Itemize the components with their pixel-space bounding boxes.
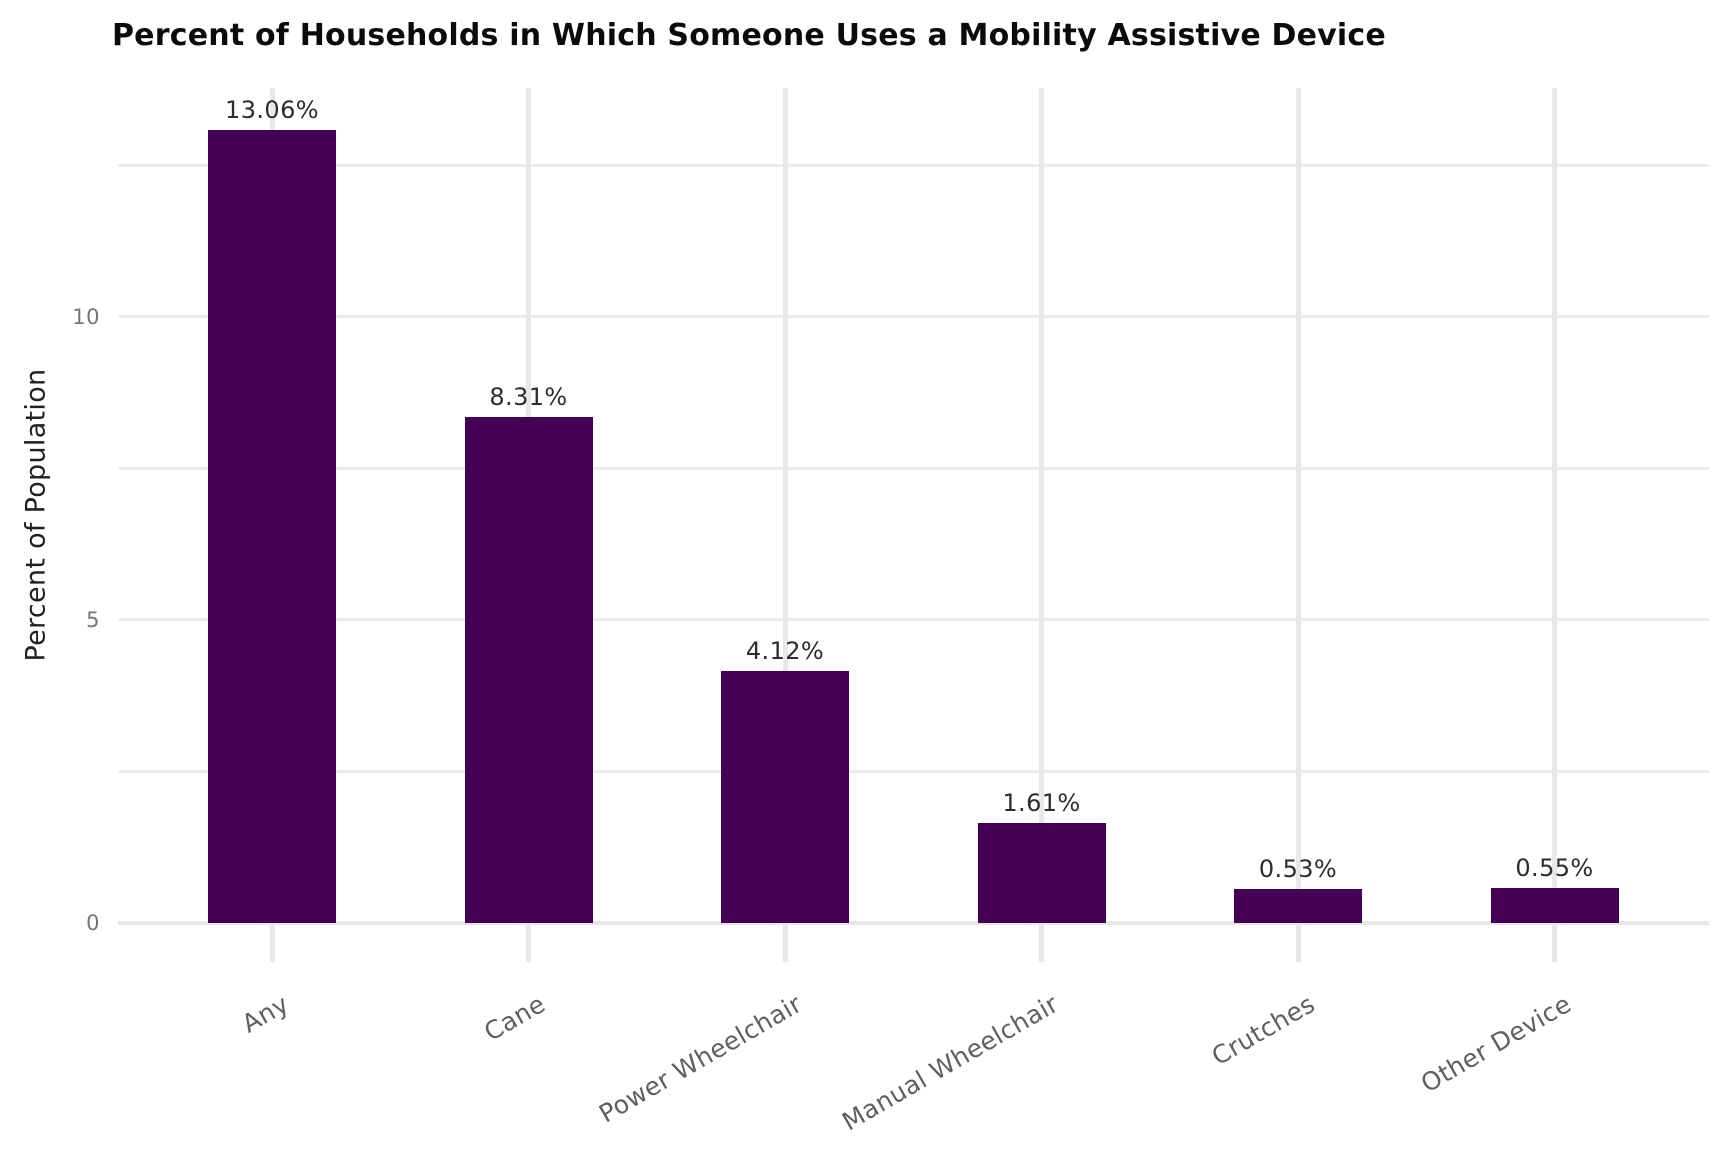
- horizontal-gridline: [118, 769, 1709, 773]
- x-category-label: Any: [237, 989, 294, 1039]
- vertical-gridline: [782, 88, 788, 923]
- y-tick-label: 0: [86, 911, 100, 935]
- chart-title: Percent of Households in Which Someone U…: [112, 18, 1386, 53]
- x-axis-tick: [1552, 925, 1557, 962]
- vertical-gridline: [1295, 88, 1301, 923]
- horizontal-gridline: [118, 618, 1709, 621]
- bar-value-label: 0.55%: [1515, 854, 1594, 882]
- x-axis-tick: [1039, 925, 1044, 962]
- vertical-gridline: [1552, 88, 1557, 923]
- x-axis-tick: [526, 925, 531, 962]
- bar: [977, 823, 1106, 923]
- x-category-label: Crutches: [1206, 989, 1320, 1072]
- horizontal-gridline: [118, 466, 1709, 470]
- bar: [1234, 889, 1362, 923]
- x-axis-line: [118, 921, 1709, 925]
- vertical-gridline: [1039, 88, 1044, 923]
- x-axis-tick: [1295, 925, 1301, 962]
- bar: [1490, 888, 1619, 923]
- x-category-label: Cane: [479, 989, 551, 1047]
- bar-value-label: 8.31%: [489, 383, 568, 411]
- bar-value-label: 4.12%: [745, 637, 825, 665]
- bar: [464, 417, 593, 923]
- x-axis-tick: [782, 925, 788, 962]
- horizontal-gridline: [118, 163, 1709, 167]
- y-tick-label: 5: [86, 608, 100, 632]
- x-category-label: Other Device: [1416, 989, 1577, 1099]
- bar: [721, 671, 849, 923]
- bar: [208, 130, 336, 923]
- x-category-label: Power Wheelchair: [594, 989, 807, 1129]
- bar-value-label: 13.06%: [225, 96, 319, 124]
- horizontal-gridline: [118, 315, 1709, 318]
- y-tick-label: 10: [72, 305, 100, 329]
- x-axis-tick: [269, 925, 275, 962]
- x-category-label: Manual Wheelchair: [837, 989, 1064, 1137]
- bar-value-label: 1.61%: [1002, 789, 1081, 817]
- bar-value-label: 0.53%: [1258, 855, 1338, 883]
